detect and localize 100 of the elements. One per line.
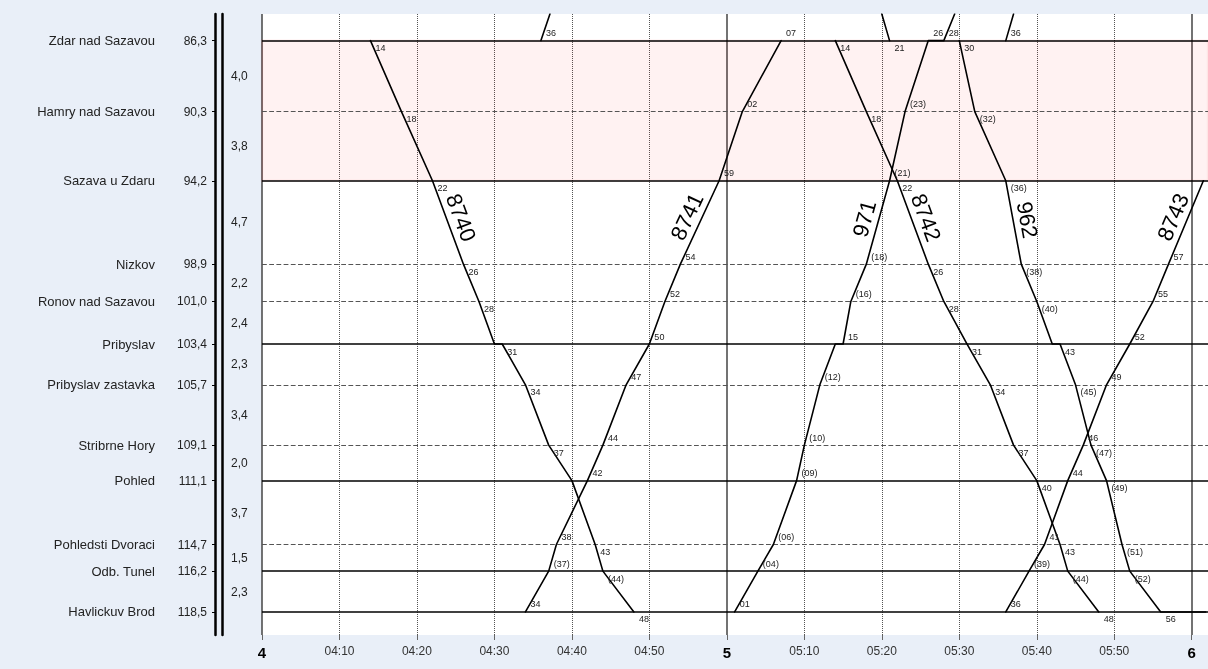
y-tick-label: 86,3 <box>183 33 208 48</box>
annotation: 15 <box>848 331 859 342</box>
annotation: 21 <box>894 43 905 54</box>
text: 4,7 <box>231 215 249 230</box>
x-tick-label: 04:50 <box>634 644 665 658</box>
y-tick-label: 94,2 <box>183 173 208 188</box>
annotation: 40 <box>1041 483 1052 494</box>
x-tick-label: 05:50 <box>1099 644 1130 658</box>
annotation: 28 <box>483 303 494 314</box>
annotation: (16) <box>855 288 872 299</box>
annotation: (37) <box>553 558 570 569</box>
x-tick-label: 05:40 <box>1021 644 1053 658</box>
text: 8743 <box>1152 189 1194 245</box>
annotation: (47) <box>1095 447 1113 458</box>
annotation: (39) <box>1034 558 1051 569</box>
y-tick-label: 98,9 <box>183 257 208 272</box>
annotation: (51) <box>1127 547 1144 558</box>
annotation: 49 <box>1111 372 1122 383</box>
annotation: 48 <box>638 614 649 625</box>
annotation: 14 <box>840 43 851 54</box>
x-tick-label: 6 <box>1187 644 1196 661</box>
annotation: 26 <box>468 266 479 277</box>
annotation: (06) <box>778 532 795 543</box>
annotation: 43 <box>1065 346 1076 357</box>
annotation: (09) <box>801 468 818 479</box>
annotation: (04) <box>762 558 779 569</box>
annotation: 38 <box>561 532 572 543</box>
text: 2,0 <box>231 455 249 470</box>
annotation: 37 <box>1018 447 1029 458</box>
text: 2,3 <box>231 357 249 372</box>
annotation: 37 <box>553 447 564 458</box>
annotation: 26 <box>933 28 944 39</box>
annotation: 02 <box>747 99 758 110</box>
annotation: 28 <box>948 28 959 39</box>
annotation: 31 <box>507 346 518 357</box>
annotation: (40) <box>1041 303 1058 314</box>
text: 971 <box>847 197 882 240</box>
text: Pohledsti Dvoraci <box>53 537 156 553</box>
annotation: (45) <box>1080 387 1097 398</box>
annotation: 18 <box>406 114 417 125</box>
text: Stribrne Hory <box>78 437 156 453</box>
annotation: (44) <box>607 573 624 584</box>
text: 2,2 <box>231 275 249 290</box>
text: Ronov nad Sazavou <box>37 293 155 309</box>
x-tick-label: 04:30 <box>479 644 510 658</box>
annotation: 36 <box>1010 28 1021 39</box>
annotation: 34 <box>530 599 541 610</box>
annotation: 28 <box>948 303 959 314</box>
text: Odb. Tunel <box>91 563 156 579</box>
text: Havlickuv Brod <box>68 604 155 620</box>
y-tick-label: 105,7 <box>176 377 208 392</box>
x-tick-label: 04:20 <box>401 644 433 658</box>
text: 2,3 <box>231 584 249 599</box>
annotation: (52) <box>1134 573 1151 584</box>
annotation: 34 <box>530 387 541 398</box>
text: 2,4 <box>231 315 249 330</box>
annotation: 42 <box>592 468 603 479</box>
annotation: 34 <box>995 387 1006 398</box>
x-tick-label: 05:30 <box>944 644 975 658</box>
annotation: 43 <box>600 547 611 558</box>
text: Pribyslav zastavka <box>47 377 156 393</box>
annotation: (18) <box>871 251 888 262</box>
text: Sazava u Zdaru <box>63 173 155 189</box>
x-tick-label: 05:10 <box>789 644 820 658</box>
text: 8741 <box>665 189 709 245</box>
y-tick-label: 109,1 <box>176 438 208 453</box>
text: Pribyslav <box>102 336 156 352</box>
x-tick-label: 05:20 <box>866 644 898 658</box>
annotation: 36 <box>545 28 556 39</box>
text: Hamry nad Sazavou <box>37 104 155 120</box>
text: 1,5 <box>231 550 249 565</box>
x-tick-label: 4 <box>257 644 267 661</box>
annotation: 44 <box>607 432 618 443</box>
annotation: 54 <box>685 251 696 262</box>
x-tick-label: 5 <box>722 644 732 661</box>
y-tick-label: 101,0 <box>176 294 208 309</box>
y-tick-label: 103,4 <box>176 337 208 352</box>
text: Zdar nad Sazavou <box>48 33 155 49</box>
annotation: 55 <box>1158 288 1169 299</box>
text: 3,4 <box>231 407 249 422</box>
annotation: (23) <box>910 99 927 110</box>
y-tick-label: 90,3 <box>183 104 208 119</box>
y-tick-label: 116,2 <box>177 564 208 579</box>
annotation: 43 <box>1065 547 1076 558</box>
annotation: 50 <box>654 331 665 342</box>
annotation: 18 <box>871 114 882 125</box>
y-tick-label: 111,1 <box>178 473 208 488</box>
annotation: 07 <box>786 28 797 39</box>
text: 3,7 <box>231 505 249 520</box>
annotation: 47 <box>631 372 642 383</box>
text: Pohled <box>114 473 155 489</box>
annotation: 57 <box>1173 251 1184 262</box>
annotation: 52 <box>669 288 680 299</box>
annotation: 30 <box>964 43 975 54</box>
text: Nizkov <box>115 256 156 272</box>
text: 4,0 <box>231 69 249 84</box>
y-tick-label: 118,5 <box>177 604 208 619</box>
annotation: (38) <box>1026 266 1043 277</box>
annotation: (21) <box>894 168 911 179</box>
annotation: 48 <box>1103 614 1114 625</box>
